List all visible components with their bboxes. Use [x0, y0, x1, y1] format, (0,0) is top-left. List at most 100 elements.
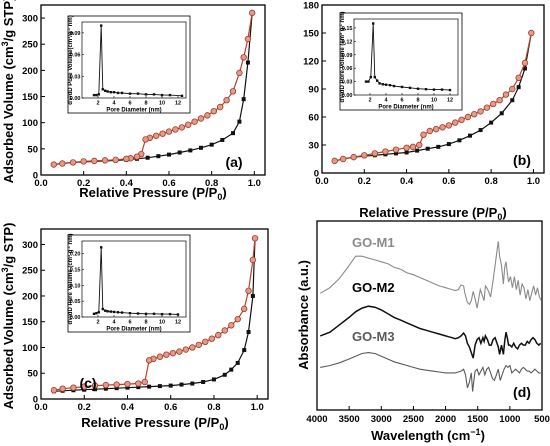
desorption-point	[339, 155, 347, 163]
inset-y-tick-label: 0.03	[70, 74, 81, 80]
desorption-point	[371, 150, 379, 157]
adsorption-point	[147, 384, 152, 389]
pore-distribution-point	[144, 93, 148, 96]
desorption-point	[204, 112, 211, 119]
panel-a: 0.0 0.2 0.4 0.6 0.8 1.0 0 50 100 150 200 250 300 Rel…	[0, 0, 266, 202]
x-tick-label: 0.0	[34, 178, 47, 189]
desorption-point	[141, 378, 148, 386]
inset-y-tick-label: 0.15	[342, 26, 353, 32]
inset-x-tick-label: 12	[175, 320, 181, 326]
desorption-point	[169, 349, 177, 357]
inset-y-tick-label: 0.09	[342, 53, 353, 59]
desorption-point	[509, 85, 516, 93]
spectrum-line-go-m3	[320, 352, 541, 392]
desorption-point	[91, 382, 99, 389]
desorption-point	[182, 346, 190, 353]
inset-y-tick-label: 0.03	[342, 80, 353, 86]
inset-y-tick-label: 0.06	[70, 53, 81, 59]
adsorption-point	[136, 385, 141, 390]
inset-x-tick-label: 8	[416, 98, 419, 104]
pore-distribution-point	[369, 75, 372, 79]
adsorption-point	[510, 98, 515, 103]
plot-frame	[316, 220, 543, 411]
desorption-point	[184, 121, 192, 128]
pore-distribution-point	[400, 85, 404, 89]
inset-x-tick-label: 6	[128, 320, 131, 326]
pore-distribution-point	[378, 82, 381, 85]
adsorption-point	[457, 138, 462, 143]
pore-distribution-point	[384, 83, 388, 86]
inset-x-axis-label: Pore Diameter (nm)	[106, 108, 161, 114]
pore-distribution-point	[152, 93, 156, 96]
inset-x-tick-label: 10	[159, 320, 165, 326]
y-tick-label: 60	[308, 113, 319, 124]
desorption-point	[112, 156, 119, 164]
pore-distribution-point	[408, 86, 412, 90]
adsorption-point	[229, 367, 234, 372]
desorption-point	[234, 315, 241, 323]
pore-distribution-point	[106, 310, 109, 313]
x-tick-label: 0.4	[120, 178, 134, 189]
desorption-point	[215, 331, 222, 339]
x-tick-label: 0.8	[485, 176, 498, 187]
desorption-point	[59, 160, 66, 167]
desorption-point	[142, 136, 149, 143]
desorption-point	[502, 91, 510, 98]
pore-distribution-point	[440, 88, 444, 91]
inset-frame	[67, 15, 191, 114]
inset-x-tick-label: 4	[112, 320, 116, 326]
desorption-point	[195, 341, 203, 349]
desorption-point	[163, 351, 170, 358]
desorption-point	[409, 143, 417, 151]
desorption-point	[145, 357, 153, 364]
inset-y-tick-label: 0.00	[70, 96, 81, 102]
desorption-point	[189, 344, 196, 351]
pore-distribution-point	[136, 92, 140, 95]
x-tick-label: 0.2	[77, 178, 90, 189]
y-tick-label: 150	[303, 29, 319, 40]
pore-distribution-point	[136, 312, 140, 315]
desorption-point	[471, 110, 478, 118]
x-tick-label: 500	[534, 414, 550, 425]
adsorption-point	[168, 383, 173, 388]
desorption-point	[496, 96, 503, 104]
desorption-point	[392, 146, 400, 153]
pore-distribution-point	[112, 91, 116, 94]
x-tick-label: 0.2	[358, 176, 371, 187]
pore-distribution-point	[109, 310, 112, 313]
adsorption-point	[425, 146, 430, 151]
inset-x-axis-label: Pore Diameter (nm)	[378, 105, 433, 111]
panel-c: 0.0 0.2 0.4 0.6 0.8 1.0 0 50 100 150 200 250 300 Rel…	[0, 223, 269, 432]
y-tick-label: 250	[22, 266, 38, 277]
pore-distribution-point	[100, 246, 103, 249]
inset-x-tick-label: 10	[431, 98, 437, 104]
y-tick-label: 200	[22, 66, 38, 77]
adsorption-point	[241, 97, 246, 102]
y-tick-label: 120	[303, 57, 319, 68]
desorption-point	[50, 387, 58, 394]
desorption-point	[210, 107, 217, 115]
desorption-point	[156, 353, 164, 360]
inset-y-tick-label: 0.06	[342, 66, 353, 72]
desorption-point	[176, 348, 183, 355]
desorption-point	[445, 122, 453, 129]
x-tick-label: 1.0	[251, 402, 264, 413]
pore-distribution-point	[116, 91, 120, 95]
inset-x-tick-label: 8	[144, 101, 147, 107]
pore-distribution-point	[104, 309, 107, 312]
desorption-point	[439, 124, 446, 131]
desorption-point	[102, 381, 110, 389]
desorption-point	[464, 113, 472, 121]
inset-y-axis-label: dV/dD Pore Volume (cm3 g-1 nm)	[67, 233, 74, 324]
adsorption-point	[489, 120, 494, 125]
desorption-point	[113, 381, 120, 388]
pore-distribution-line	[366, 23, 451, 91]
pore-distribution-point	[116, 311, 120, 314]
desorption-point	[382, 148, 389, 155]
y-tick-label: 100	[22, 343, 38, 354]
inset-y-tick-label: 0.10	[70, 283, 81, 289]
pore-distribution-point	[373, 75, 376, 79]
y-tick-label: 150	[22, 317, 38, 328]
pore-distribution-point	[168, 93, 172, 97]
desorption-point	[432, 125, 440, 133]
